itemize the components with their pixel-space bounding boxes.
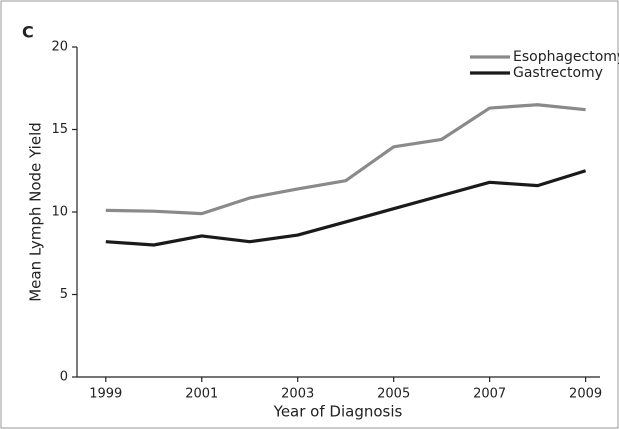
y-tick-label: 20 [51, 40, 68, 55]
x-tick-label: 2001 [185, 387, 218, 402]
x-tick-label: 2005 [377, 387, 410, 402]
line-series [105, 169, 587, 247]
x-tick-label: 2007 [473, 387, 506, 402]
x-tick-label: 2003 [281, 387, 314, 402]
y-axis-label: Mean Lymph Node Yield [27, 122, 45, 302]
legend-label: Esophagectomy [513, 49, 619, 65]
legend-label: Gastrectomy [513, 65, 603, 81]
y-tick-label: 5 [60, 287, 68, 302]
y-tick-label: 0 [60, 370, 68, 385]
y-tick-label: 10 [51, 205, 68, 220]
x-tick-label: 2009 [569, 387, 602, 402]
panel-label: C [22, 23, 34, 42]
x-axis-label: Year of Diagnosis [273, 403, 403, 421]
x-tick-label: 1999 [89, 387, 122, 402]
y-tick-label: 15 [51, 122, 68, 137]
line-series [105, 103, 586, 216]
